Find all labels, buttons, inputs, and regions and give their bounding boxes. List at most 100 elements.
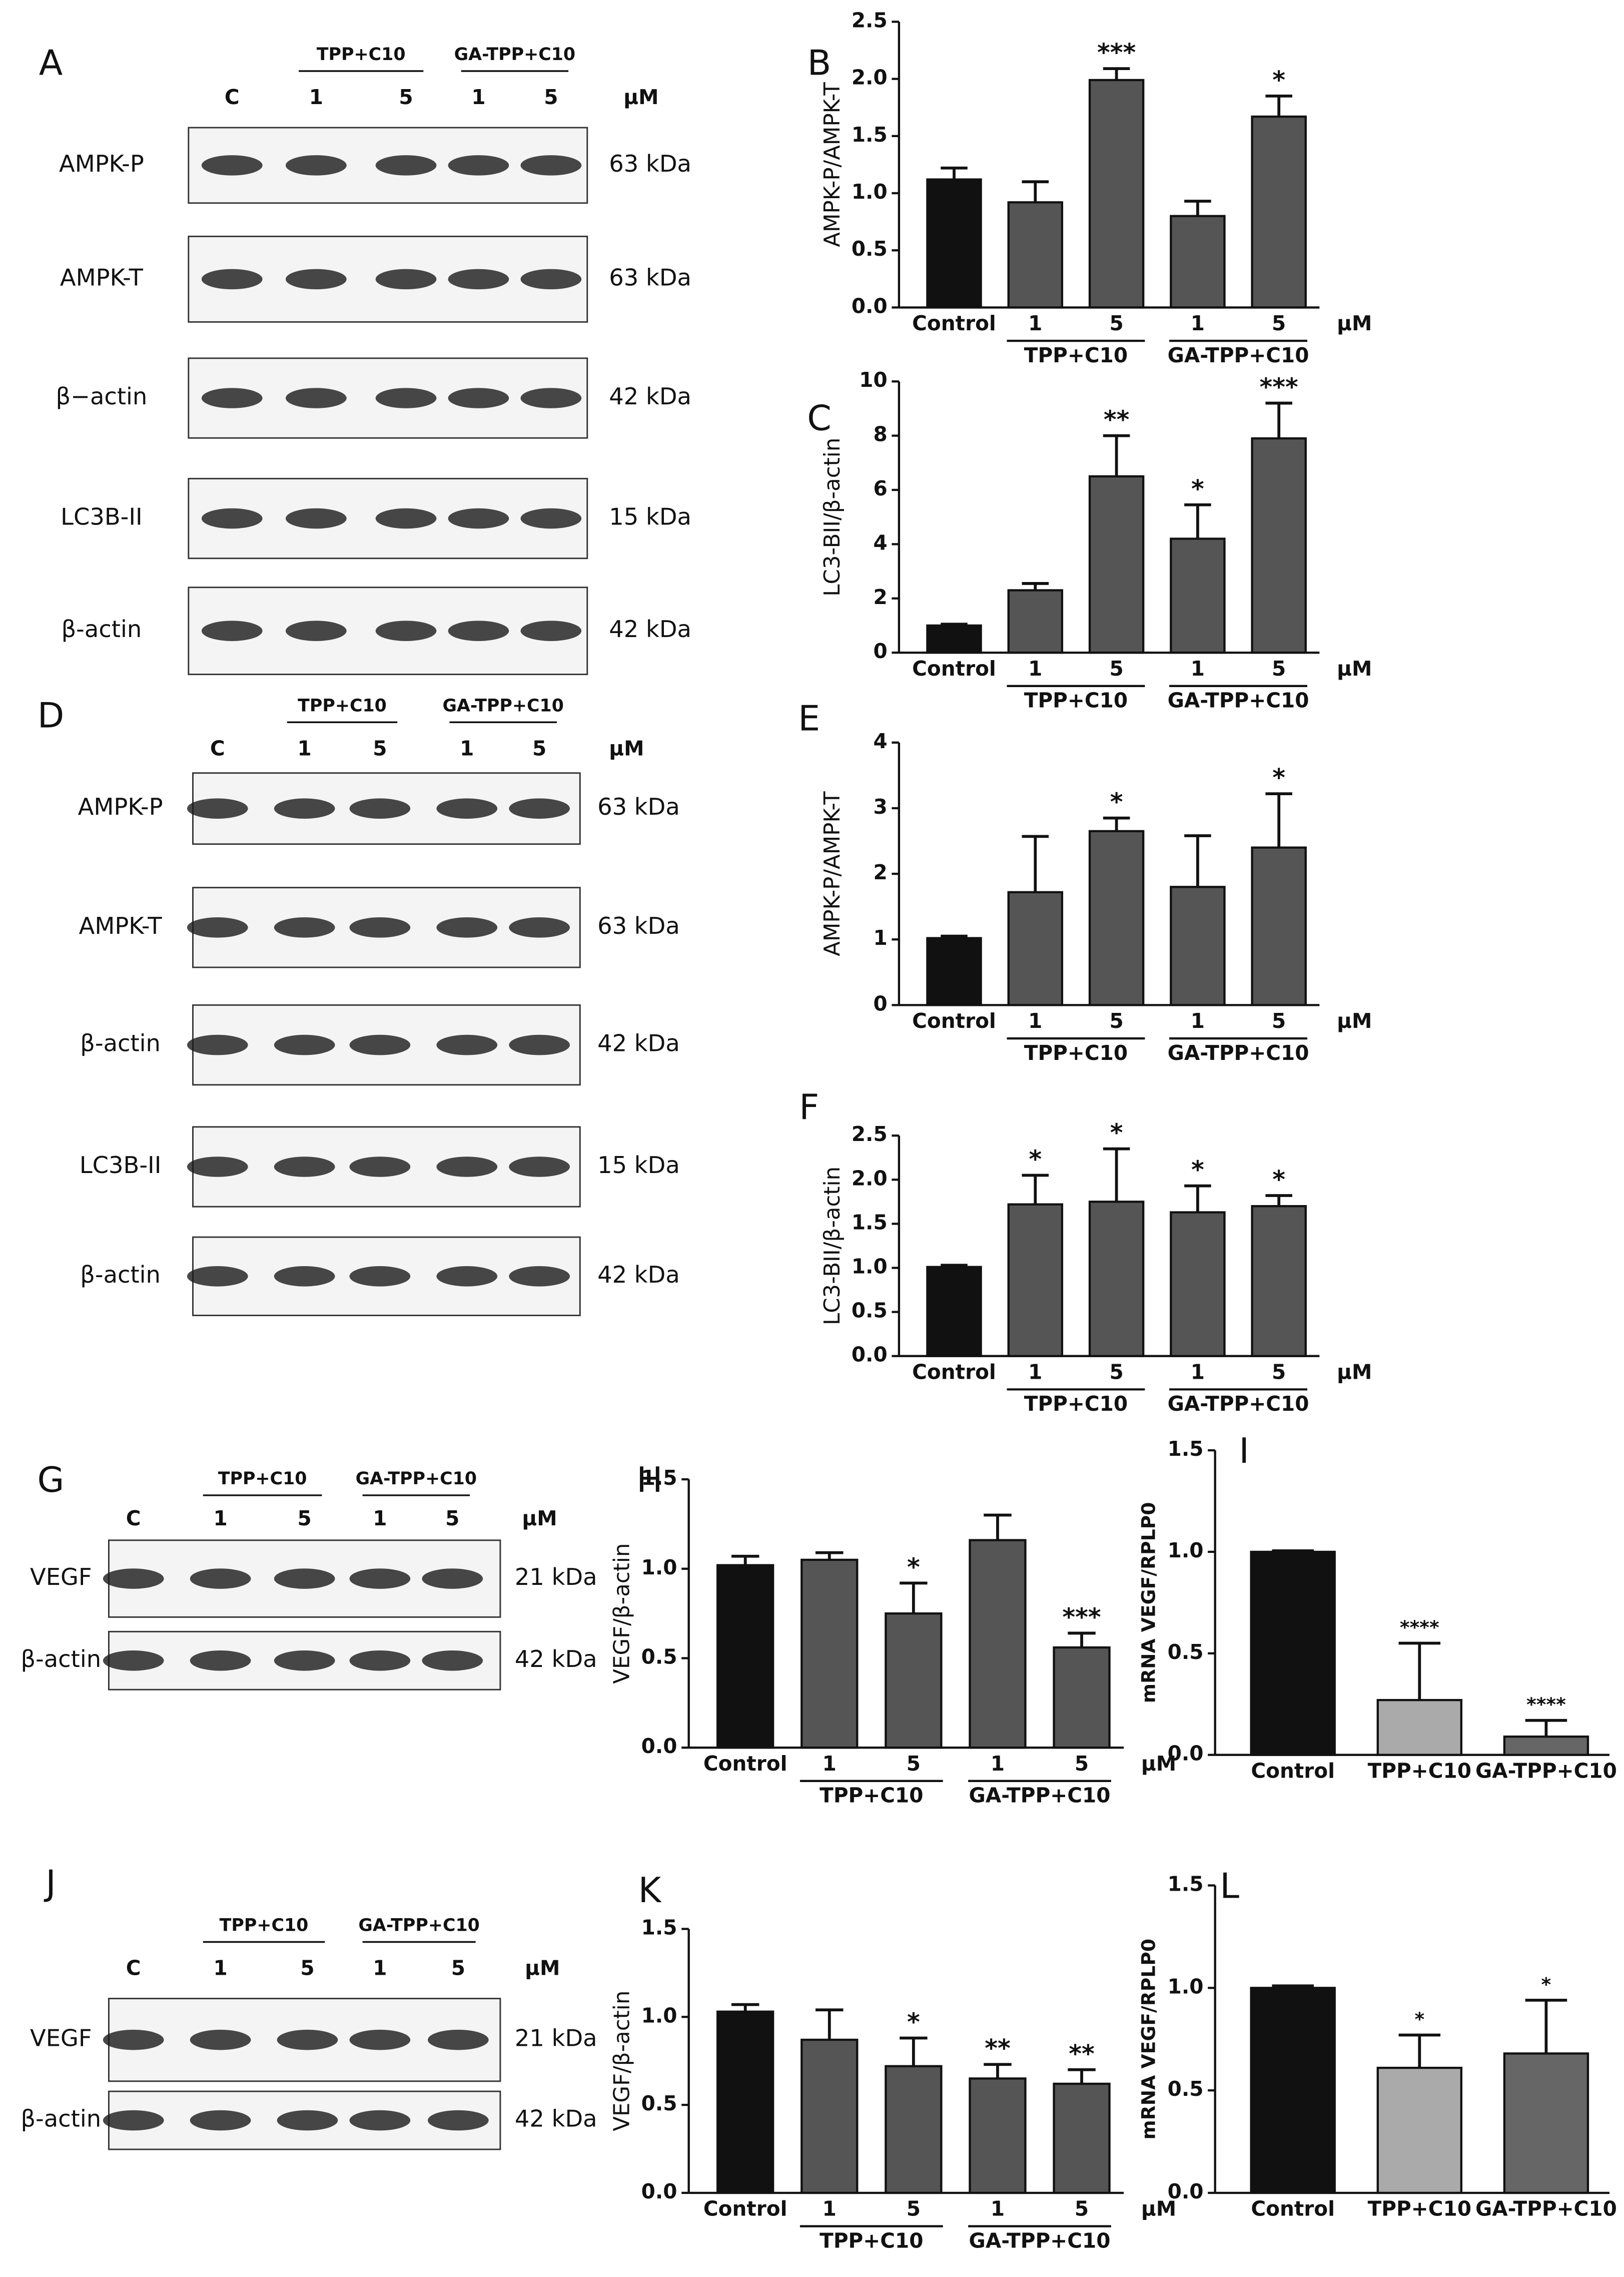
band <box>190 1568 251 1589</box>
lane-label: 5 <box>445 1506 459 1530</box>
error-bar <box>1272 1549 1314 1552</box>
band <box>448 388 509 408</box>
lane-label: 1 <box>309 85 323 109</box>
significance-label: ** <box>985 2034 1011 2063</box>
x-tick-label: TPP+C10 <box>1368 2197 1471 2221</box>
y-tick-label: 0.5 <box>1168 1640 1204 1664</box>
panel-label: G <box>38 1460 65 1500</box>
band <box>187 1266 248 1287</box>
group-label: GA-TPP+C10 <box>969 2228 1111 2252</box>
y-axis-label: AMPK-P/AMPK-T <box>820 82 845 247</box>
band <box>201 621 263 641</box>
band <box>509 1157 570 1177</box>
x-tick-label: 5 <box>1109 311 1123 335</box>
band <box>187 917 248 938</box>
band <box>428 2110 489 2131</box>
significance-label: ** <box>1069 2039 1095 2068</box>
bar <box>969 2077 1027 2194</box>
lane-label: C <box>126 1956 141 1980</box>
x-tick-label: 1 <box>823 2197 837 2221</box>
significance-label: * <box>1541 1973 1551 1995</box>
protein-label: β-actin <box>80 1261 161 1288</box>
size-label: 63 kDa <box>609 150 691 177</box>
group-label: TPP+C10 <box>220 1916 309 1936</box>
error-bar <box>1184 834 1211 887</box>
y-tick-label: 2 <box>873 585 887 609</box>
panel-label: F <box>799 1087 819 1127</box>
lane-label: 1 <box>471 85 485 109</box>
unit-label: µM <box>623 85 658 109</box>
band <box>436 1034 498 1055</box>
protein-label: AMPK-P <box>59 150 144 177</box>
protein-label: β-actin <box>62 616 142 643</box>
panel-label: H <box>636 1460 662 1500</box>
significance-label: *** <box>1260 372 1298 401</box>
lane-label: 5 <box>300 1956 314 1980</box>
error-bar <box>941 623 968 626</box>
band <box>187 1157 248 1177</box>
protein-label: β-actin <box>21 1645 101 1672</box>
bar <box>885 2065 943 2194</box>
y-tick-label: 0.0 <box>852 1343 888 1367</box>
error-bar <box>1068 2068 1096 2084</box>
significance-label: * <box>1272 65 1285 94</box>
bar <box>1376 1698 1462 1756</box>
y-tick-label: 4 <box>873 729 887 753</box>
y-tick-label: 1.5 <box>641 1915 677 1939</box>
x-tick-label: 1 <box>1191 311 1205 335</box>
significance-label: * <box>1272 1165 1285 1194</box>
bar <box>1503 1735 1589 1756</box>
group-label: GA-TPP+C10 <box>1168 1041 1309 1065</box>
group-label: GA-TPP+C10 <box>1168 1392 1309 1416</box>
panel-label: L <box>1220 1866 1239 1906</box>
group-label: GA-TPP+C10 <box>358 1916 479 1936</box>
x-tick-label: 1 <box>991 2197 1005 2221</box>
y-axis-label: AMPK-P/AMPK-T <box>820 791 845 956</box>
panel-label: K <box>638 1870 662 1911</box>
x-tick-label: 1 <box>1191 657 1205 681</box>
band <box>277 2110 338 2131</box>
band <box>349 1650 411 1671</box>
error-bar <box>1184 200 1211 216</box>
band <box>274 1157 335 1177</box>
y-axis-label: mRNA VEGF/RPLP0 <box>1138 1939 1160 2140</box>
band <box>520 508 582 529</box>
unit-label: µM <box>1337 657 1372 681</box>
y-tick-label: 3 <box>873 795 887 819</box>
x-tick-label: 1 <box>1028 1009 1042 1033</box>
panel-label: I <box>1239 1431 1249 1471</box>
band <box>103 1568 164 1589</box>
bar <box>1376 2066 1462 2194</box>
error-bar <box>731 2003 759 2012</box>
band <box>274 798 335 819</box>
group-label: TPP+C10 <box>1024 1392 1128 1416</box>
band <box>509 1266 570 1287</box>
lane-label: 1 <box>298 736 312 760</box>
significance-label: * <box>1110 1118 1123 1147</box>
y-axis-label: VEGF/β-actin <box>610 1543 635 1684</box>
y-tick-label: 0 <box>873 639 887 663</box>
significance-label: * <box>1191 1155 1204 1184</box>
significance-label: * <box>1110 787 1123 816</box>
y-tick-label: 1.0 <box>641 2003 677 2027</box>
protein-label: LC3B-II <box>61 503 143 530</box>
y-tick-label: 1.5 <box>852 123 888 147</box>
band <box>190 2110 251 2131</box>
bar <box>926 178 982 309</box>
error-bar <box>1265 401 1292 439</box>
band <box>274 1568 335 1589</box>
y-tick-label: 1.0 <box>852 180 888 204</box>
y-tick-label: 10 <box>859 368 887 392</box>
band <box>285 388 347 408</box>
panel-label: C <box>807 398 832 438</box>
size-label: 42 kDa <box>515 1645 597 1672</box>
x-tick-label: 5 <box>907 2197 921 2221</box>
x-tick-label: Control <box>1251 1759 1335 1783</box>
y-tick-label: 0.5 <box>852 237 888 261</box>
y-tick-label: 1.5 <box>852 1210 888 1234</box>
x-tick-label: 1 <box>1191 1009 1205 1033</box>
significance-label: ** <box>1104 405 1130 434</box>
lane-label: C <box>225 85 240 109</box>
x-tick-label: Control <box>912 1009 996 1033</box>
x-tick-label: Control <box>703 2197 787 2221</box>
